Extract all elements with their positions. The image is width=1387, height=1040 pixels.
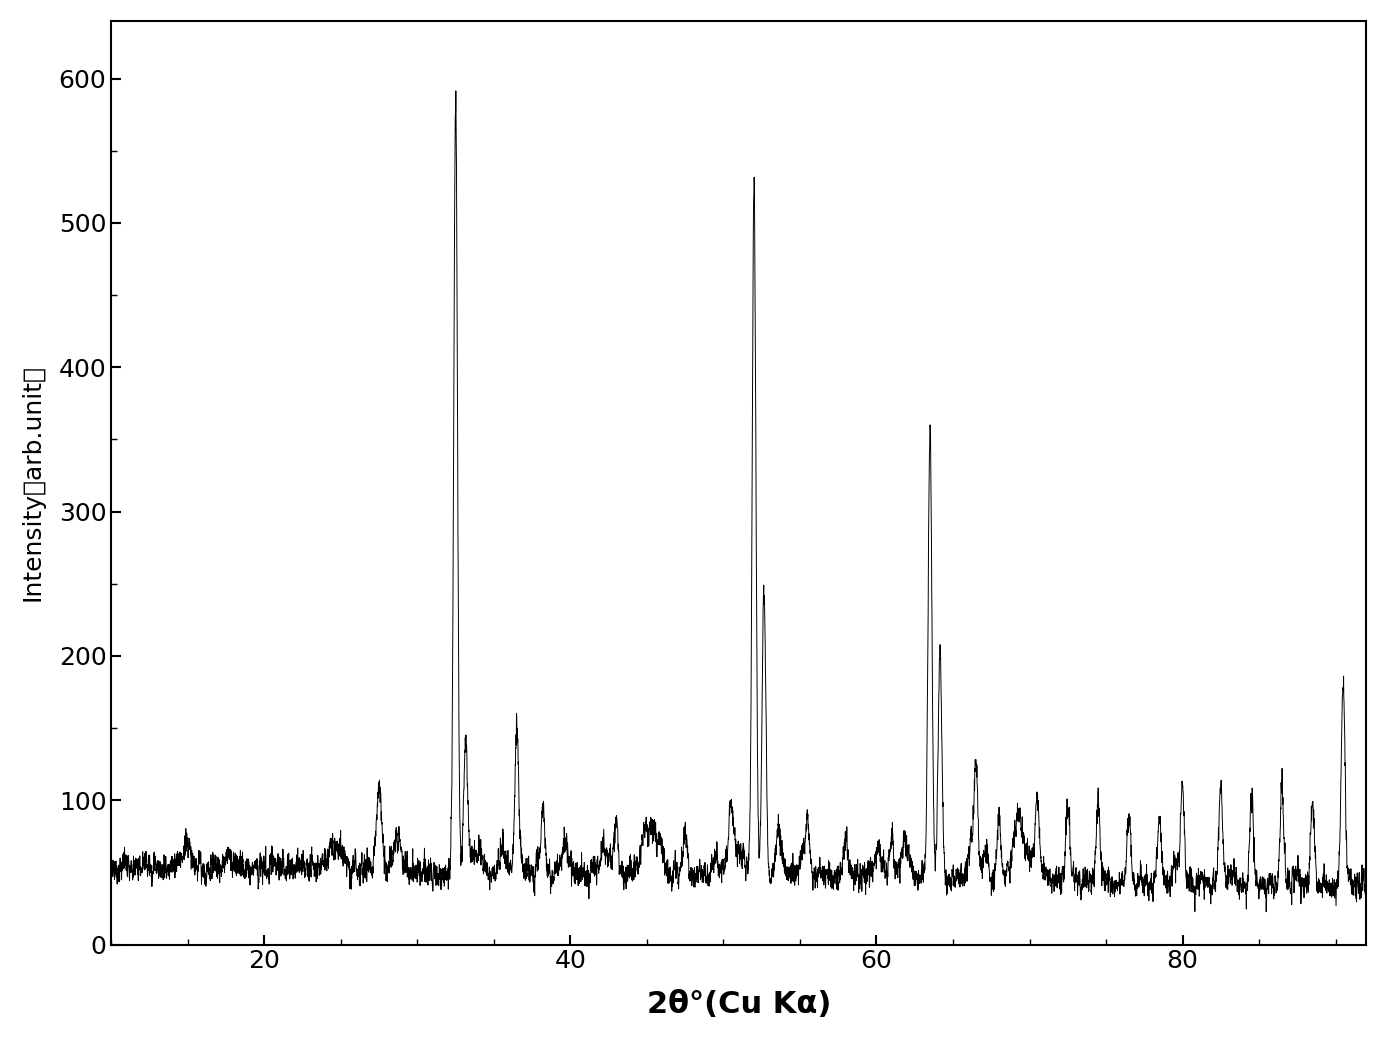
X-axis label: 2θ°(Cu Kα): 2θ°(Cu Kα) <box>646 990 831 1019</box>
Y-axis label: Intensity（arb.unit）: Intensity（arb.unit） <box>21 364 44 601</box>
